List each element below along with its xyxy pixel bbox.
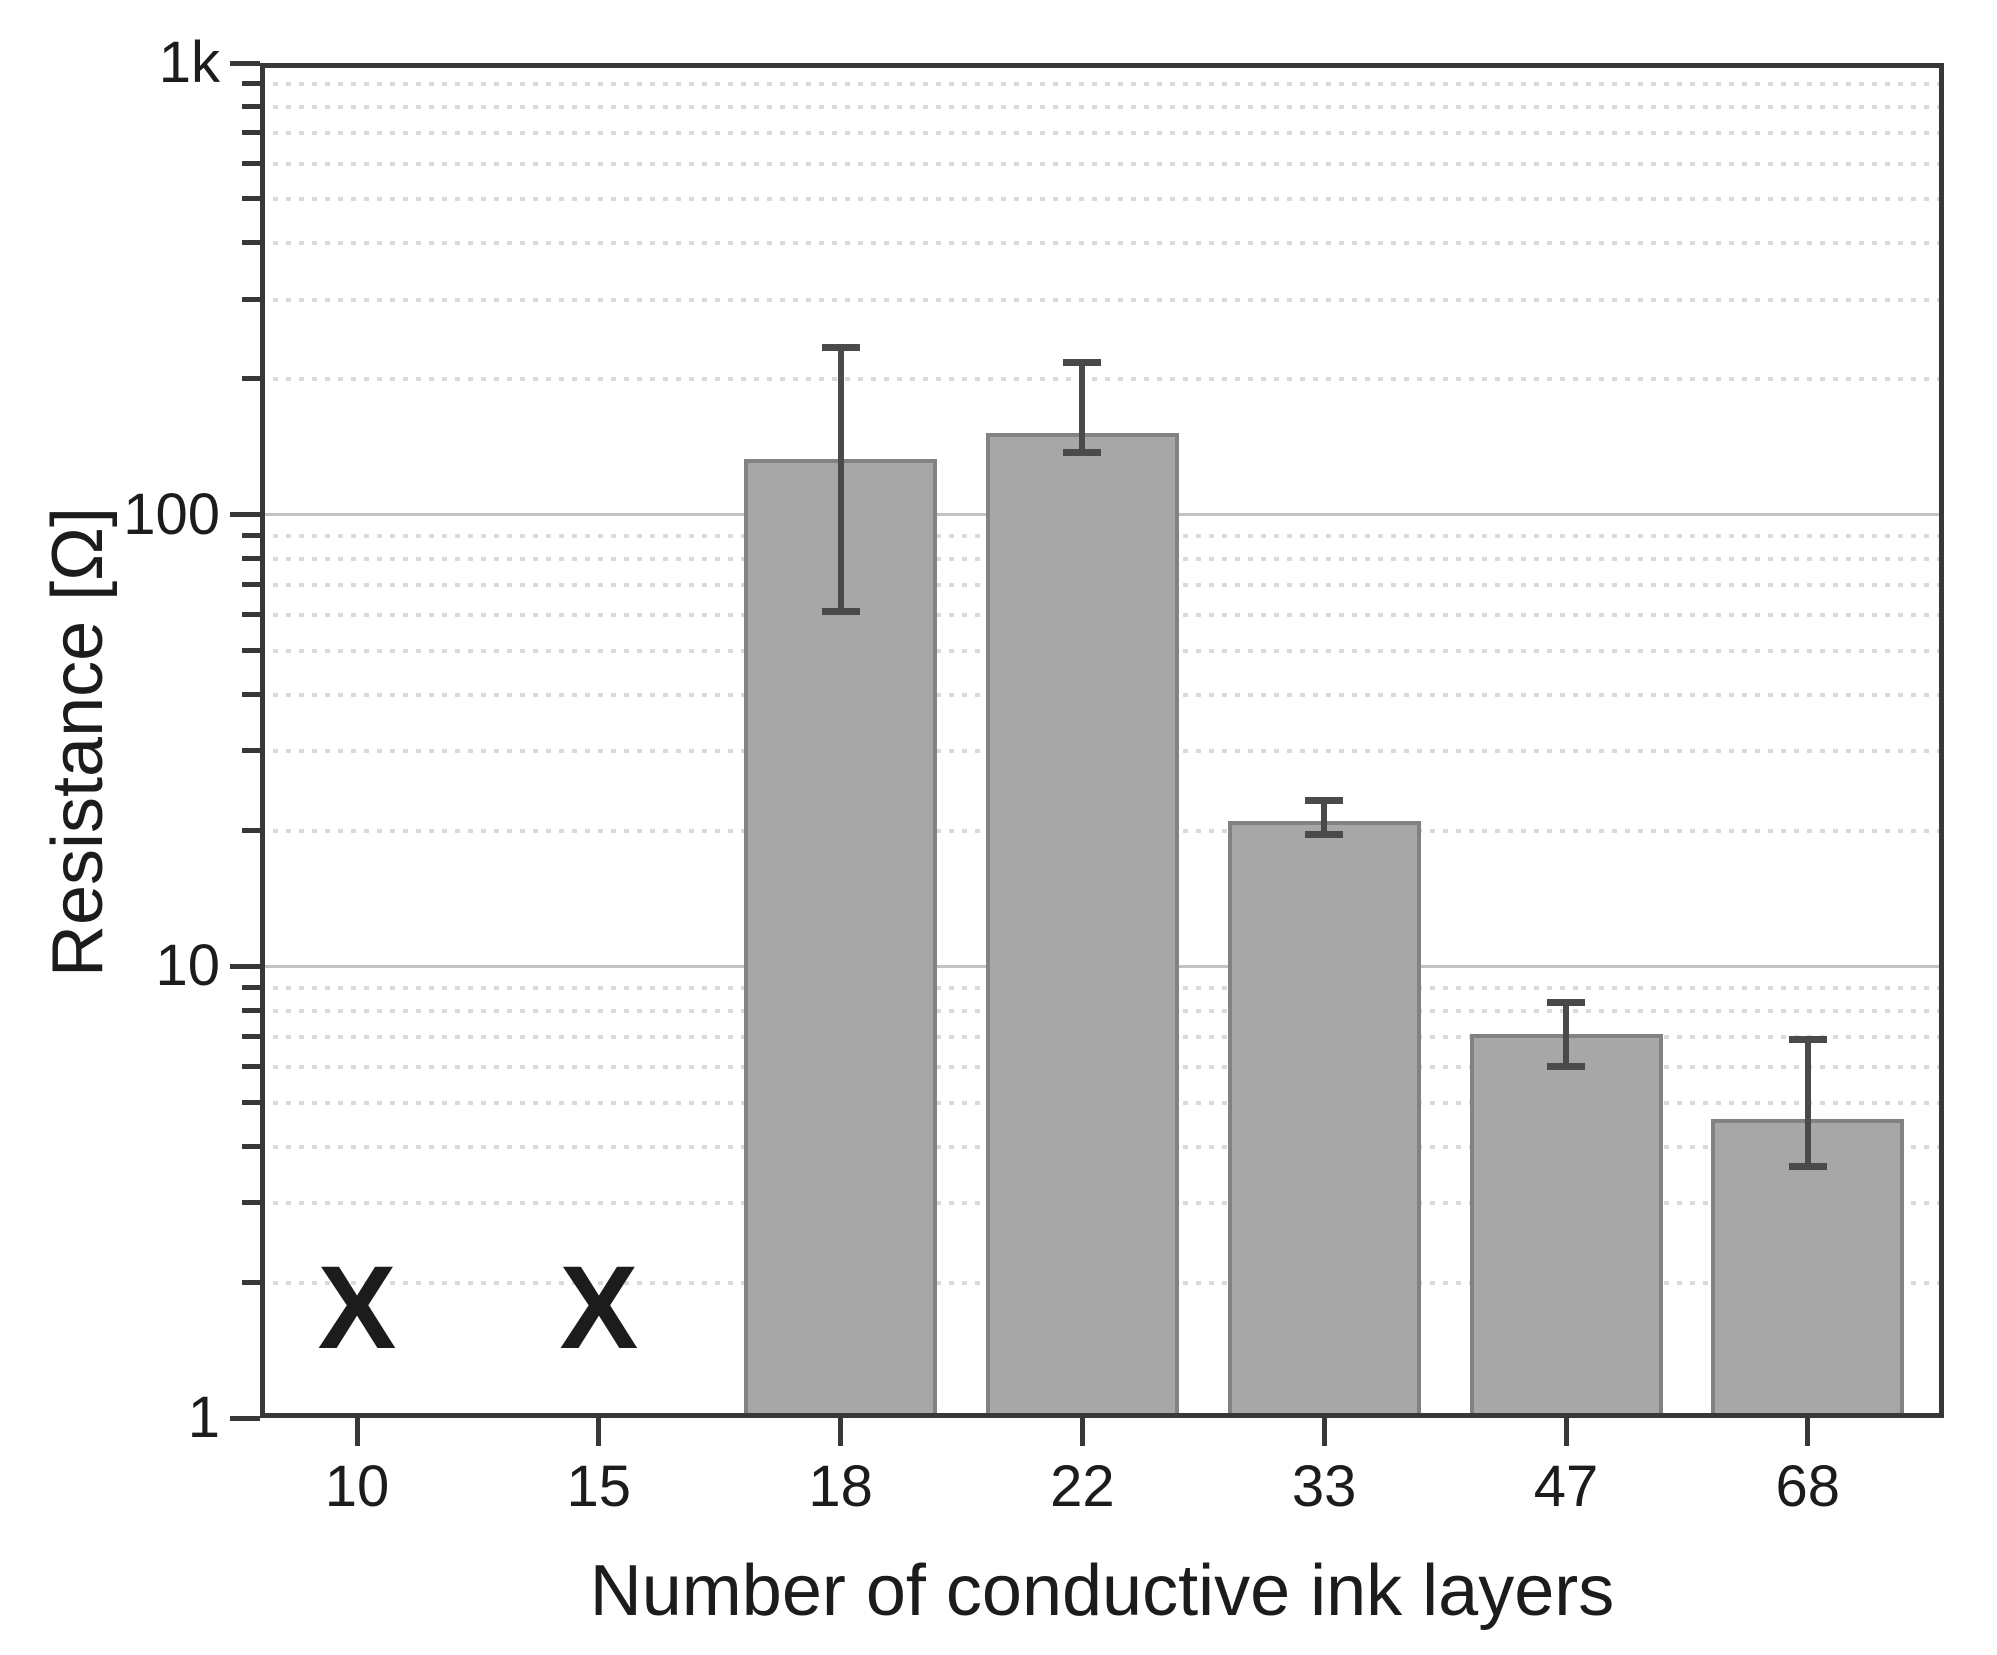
error-bar-cap-low-47: [1547, 1063, 1585, 1071]
y-axis-minor-tick: [242, 1064, 260, 1070]
x-axis-tick: [1321, 1418, 1327, 1446]
no-data-marker-10: X: [317, 1242, 397, 1375]
gridline-minor: [260, 82, 1944, 87]
error-bar-cap-high-18: [821, 343, 860, 351]
gridline-minor: [260, 197, 1944, 202]
y-axis-minor-tick: [242, 984, 260, 990]
x-axis-tick: [596, 1418, 602, 1446]
error-bar-line-22: [1079, 362, 1086, 453]
y-axis-minor-tick: [242, 196, 260, 202]
x-tick-label: 10: [324, 1454, 390, 1519]
x-tick-label: 68: [1775, 1454, 1841, 1519]
y-axis-tick: [230, 60, 260, 66]
x-tick-label: 47: [1533, 1454, 1599, 1519]
bar-33: [1227, 820, 1421, 1418]
error-bar-cap-low-33: [1305, 830, 1344, 838]
gridline-minor: [260, 105, 1944, 110]
y-axis-title: Resistance [Ω]: [38, 506, 118, 978]
error-bar-cap-high-22: [1063, 359, 1102, 367]
x-axis-tick: [1805, 1418, 1811, 1446]
no-data-marker-15: X: [559, 1242, 639, 1375]
y-axis-minor-tick: [242, 1279, 260, 1285]
y-tick-label: 100: [123, 481, 220, 547]
y-axis-minor-tick: [242, 1099, 260, 1105]
x-tick-label: 15: [566, 1454, 632, 1519]
bar-47: [1469, 1033, 1663, 1418]
y-axis-minor-tick: [242, 612, 260, 618]
y-axis-minor-tick: [242, 81, 260, 87]
y-tick-label: 1: [187, 1385, 220, 1450]
y-axis-minor-tick: [242, 555, 260, 561]
y-axis-minor-tick: [242, 1007, 260, 1013]
y-axis-minor-tick: [242, 376, 260, 382]
gridline-minor: [260, 297, 1944, 302]
y-axis-minor-tick: [242, 748, 260, 754]
gridline-minor: [260, 131, 1944, 136]
x-axis-tick: [838, 1418, 844, 1446]
y-axis-minor-tick: [242, 532, 260, 538]
error-bar-line-33: [1321, 800, 1328, 835]
error-bar-line-18: [837, 347, 844, 612]
error-bar-cap-high-33: [1305, 796, 1344, 804]
y-axis-minor-tick: [242, 1200, 260, 1205]
x-tick-label: 33: [1291, 1454, 1357, 1519]
gridline-minor: [260, 377, 1944, 382]
bar-18: [744, 458, 938, 1418]
error-bar-cap-high-47: [1547, 999, 1585, 1007]
y-axis-minor-tick: [242, 648, 260, 654]
gridline-minor: [260, 241, 1944, 246]
y-axis-minor-tick: [242, 160, 260, 166]
y-axis-minor-tick: [242, 827, 260, 833]
y-axis-minor-tick: [242, 582, 260, 588]
y-axis-minor-tick: [242, 691, 260, 697]
y-axis-minor-tick: [242, 1143, 260, 1149]
x-axis-tick: [1563, 1418, 1569, 1446]
x-tick-label: 18: [808, 1454, 873, 1519]
y-axis-minor-tick: [242, 130, 260, 136]
x-axis-title: Number of conductive ink layers: [589, 1551, 1615, 1631]
y-tick-label: 1k: [158, 30, 220, 95]
x-tick-label: 22: [1050, 1454, 1115, 1519]
error-bar-line-68: [1804, 1039, 1811, 1167]
y-axis-tick: [230, 512, 260, 518]
error-bar-cap-low-22: [1063, 449, 1102, 457]
y-axis-tick: [230, 963, 260, 969]
error-bar-cap-low-18: [821, 608, 860, 616]
error-bar-line-47: [1563, 1002, 1569, 1067]
bar-22: [985, 432, 1179, 1418]
error-bar-cap-low-68: [1788, 1163, 1827, 1171]
y-axis-minor-tick: [242, 104, 260, 110]
y-axis-minor-tick: [242, 296, 260, 302]
y-axis-minor-tick: [242, 240, 260, 246]
y-axis-tick: [230, 1415, 260, 1421]
error-bar-cap-high-68: [1788, 1035, 1827, 1043]
x-axis-tick: [1079, 1418, 1085, 1446]
gridline-minor: [260, 161, 1944, 166]
y-axis-minor-tick: [242, 1033, 260, 1039]
y-tick-label: 10: [155, 933, 220, 999]
x-axis-tick: [354, 1418, 360, 1446]
